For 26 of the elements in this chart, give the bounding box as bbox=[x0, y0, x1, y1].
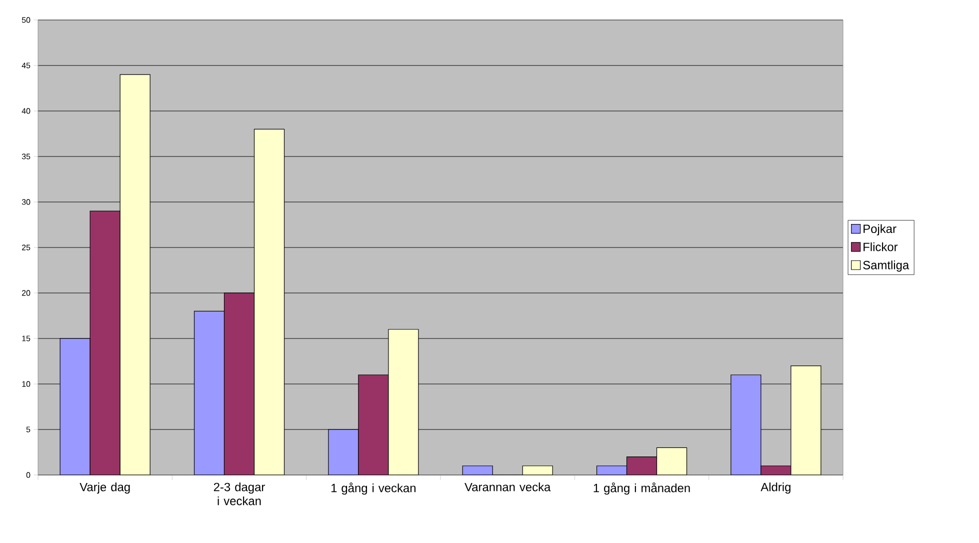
x-tick-label: 1 gång i veckan bbox=[331, 482, 416, 495]
bar bbox=[60, 338, 90, 475]
x-tick-label: Varje dag bbox=[80, 482, 130, 494]
bar bbox=[194, 310, 225, 475]
bar bbox=[790, 365, 822, 475]
x-tick-label: 2-3 dagar i veckan bbox=[214, 482, 265, 506]
bar bbox=[760, 466, 792, 475]
bar bbox=[730, 374, 762, 475]
bar bbox=[388, 329, 419, 475]
legend-label: Samtliga bbox=[863, 260, 910, 272]
bar bbox=[224, 292, 255, 475]
bar bbox=[358, 374, 389, 475]
bar bbox=[328, 429, 359, 475]
x-tick-label: Aldrig bbox=[760, 482, 790, 494]
legend-label: Flickor bbox=[864, 242, 898, 252]
bar bbox=[90, 210, 120, 475]
legend-label: Pojkar bbox=[864, 224, 896, 236]
bar bbox=[596, 466, 627, 475]
x-tick-label: Varannan vecka bbox=[464, 482, 551, 492]
bar bbox=[254, 128, 285, 475]
x-tick-label: 1 gång i månaden bbox=[594, 482, 690, 495]
bar bbox=[462, 466, 493, 475]
bar bbox=[626, 456, 658, 475]
bar bbox=[522, 466, 553, 475]
bar bbox=[656, 447, 688, 475]
bar bbox=[120, 74, 150, 475]
